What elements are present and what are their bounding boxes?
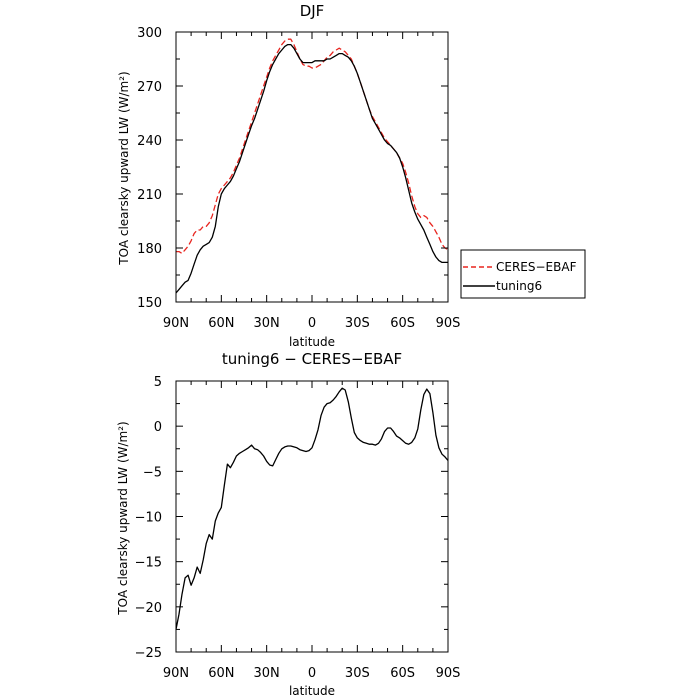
y-axis-label: TOA clearsky upward LW (W/m²) (116, 421, 130, 615)
plot-frame (175, 31, 449, 303)
x-axis-label: latitude (289, 335, 335, 349)
x-tick-label: 30N (254, 316, 280, 331)
legend-label-tuning6: tuning6 (496, 279, 542, 293)
chart-difference: tuning6 − CERES−EBAF 90N 60N 30N 0 30S 60S 90S… (116, 350, 460, 698)
y-tick-label: −10 (135, 511, 162, 526)
x-tick-label: 60S (390, 316, 415, 331)
y-axis-ticks: −25 −20 −15 −10 −5 0 5 (135, 375, 448, 661)
y-tick-label: −25 (135, 646, 162, 661)
x-tick-label: 30S (345, 666, 370, 681)
y-axis-label: TOA clearsky upward LW (W/m²) (117, 71, 131, 265)
x-tick-label: 90N (163, 316, 189, 331)
x-tick-label: 90N (163, 666, 189, 681)
series-line-difference (175, 387, 449, 630)
legend-label-ceres: CERES−EBAF (496, 260, 577, 274)
legend: CERES−EBAF tuning6 (460, 249, 586, 299)
x-tick-label: 30S (345, 316, 370, 331)
chart-title: tuning6 − CERES−EBAF (222, 350, 402, 368)
plot-area (175, 380, 449, 653)
y-tick-label: 5 (154, 375, 162, 390)
y-tick-label: 240 (137, 134, 162, 149)
chart-title: DJF (300, 2, 325, 20)
plot-area (175, 31, 449, 303)
y-tick-label: 300 (137, 26, 162, 41)
y-tick-label: 180 (137, 242, 162, 257)
x-tick-label: 60S (390, 666, 415, 681)
x-axis-ticks: 90N 60N 30N 0 30S 60S 90S (163, 381, 461, 681)
y-tick-label: −15 (135, 556, 162, 571)
legend-box (460, 249, 586, 299)
x-tick-label: 60N (208, 316, 234, 331)
y-tick-label: 150 (137, 296, 162, 311)
x-tick-label: 60N (208, 666, 234, 681)
chart-djf: DJF 90N 60N 30N 0 30S 60S 90S 150 180 210 240 270 3… (117, 2, 586, 349)
y-tick-label: 0 (154, 420, 162, 435)
x-tick-label: 0 (308, 666, 316, 681)
series-line-tuning6 (175, 43, 448, 294)
x-tick-label: 0 (308, 316, 316, 331)
x-axis-ticks: 90N 60N 30N 0 30S 60S 90S (163, 32, 461, 331)
y-tick-label: 270 (137, 80, 162, 95)
x-tick-label: 90S (436, 316, 461, 331)
x-tick-label: 90S (436, 666, 461, 681)
y-tick-label: −20 (135, 601, 162, 616)
x-tick-label: 30N (254, 666, 280, 681)
y-tick-label: 210 (137, 188, 162, 203)
y-tick-label: −5 (143, 465, 162, 480)
y-axis-ticks: 150 180 210 240 270 300 (137, 26, 448, 311)
series-line-ceres-ebaf (176, 38, 449, 255)
x-axis-label: latitude (289, 684, 335, 698)
